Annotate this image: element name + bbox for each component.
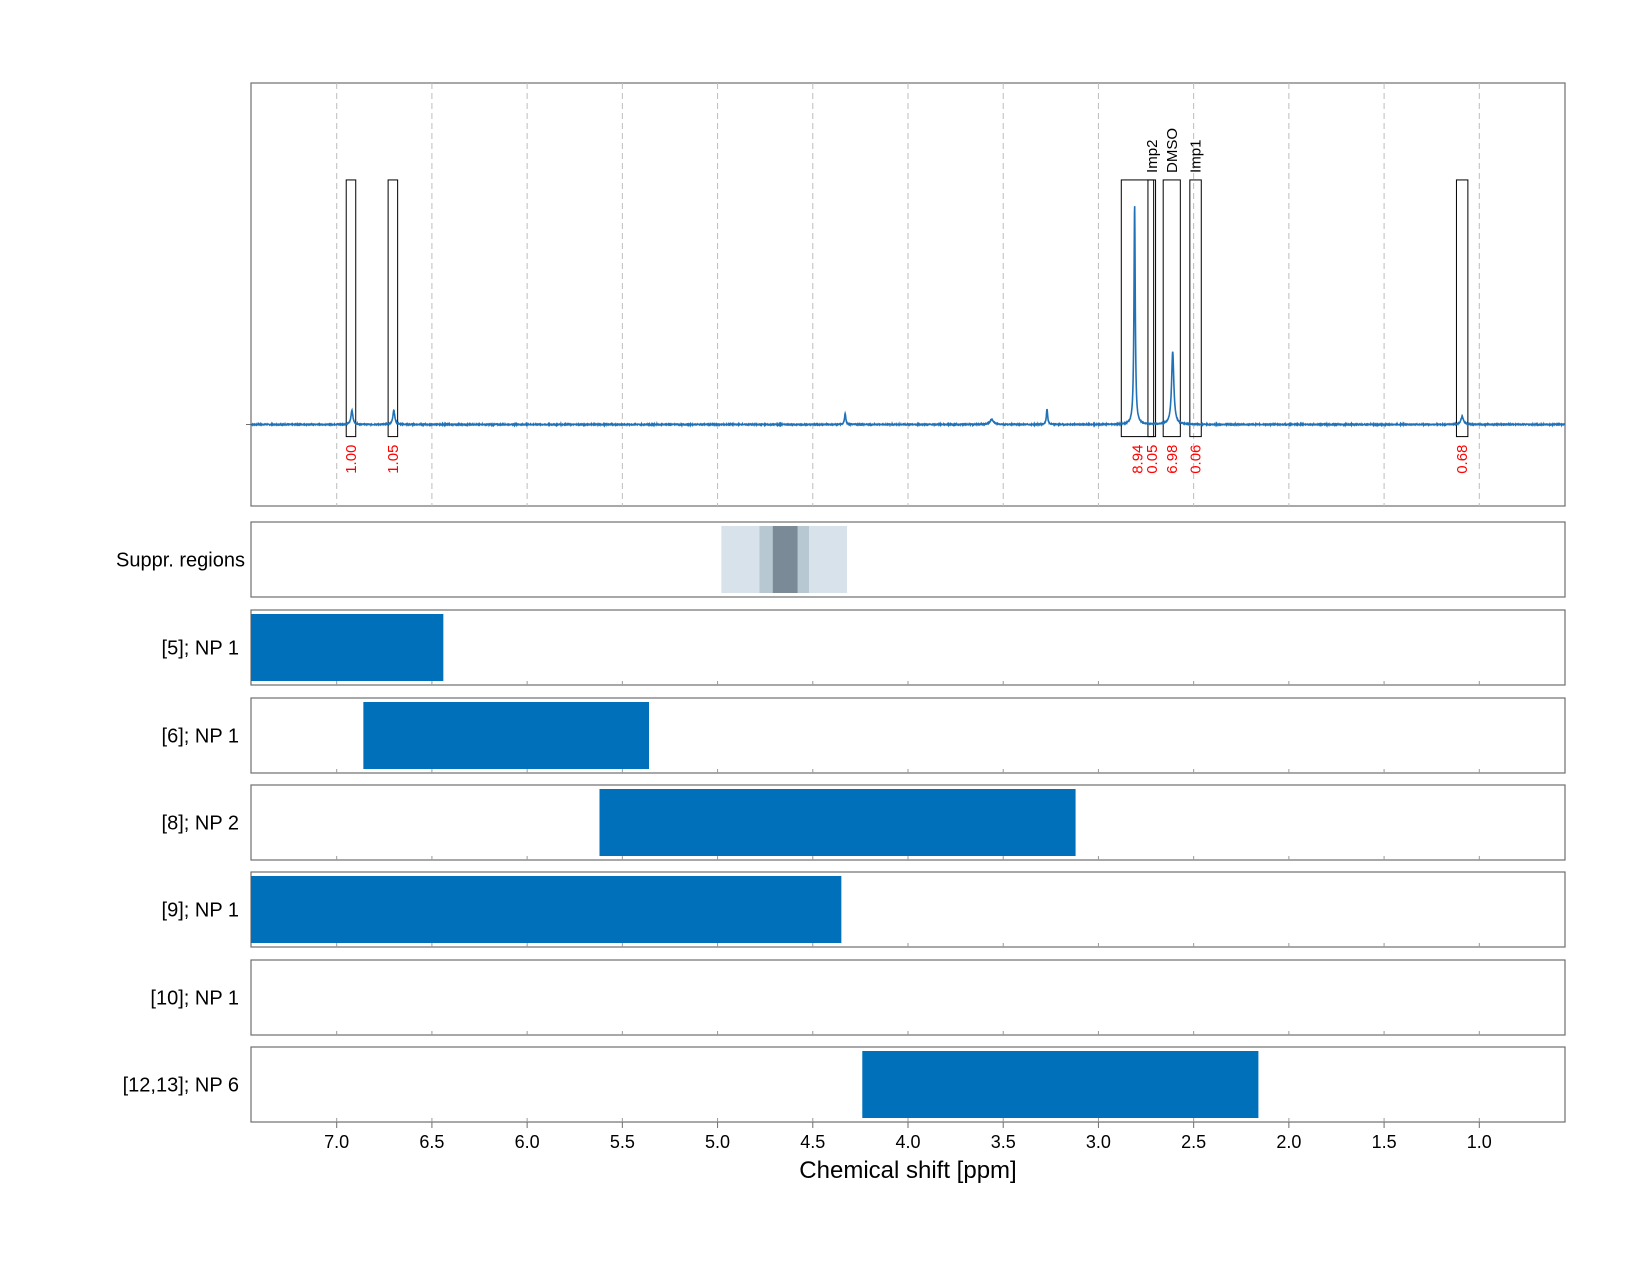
track-panel-frame-4 (250, 959, 1566, 1036)
track-bar-0 (251, 614, 444, 681)
x-tick-label-3: 5.5 (610, 1132, 635, 1152)
track-label-1: [6]; NP 1 (162, 726, 239, 748)
integration-box-6 (1455, 179, 1469, 438)
integral-value-4: 6.98 (1164, 445, 1181, 474)
integration-box-2 (1120, 179, 1155, 438)
track-label-5: [12,13]; NP 6 (123, 1075, 239, 1097)
suppression-band-2 (772, 526, 798, 593)
integral-value-6: 0.68 (1454, 445, 1471, 474)
integral-value-0: 1.00 (343, 445, 360, 474)
integration-box-1 (387, 179, 399, 438)
integration-box-5 (1189, 179, 1202, 438)
x-axis-label: Chemical shift [ppm] (799, 1157, 1016, 1184)
x-tick-label-7: 3.5 (991, 1132, 1016, 1152)
x-tick-label-10: 2.0 (1276, 1132, 1301, 1152)
track-label-4: [10]; NP 1 (150, 988, 239, 1010)
integral-value-1: 1.05 (385, 445, 402, 474)
integral-value-3: 0.05 (1144, 445, 1161, 474)
track-label-3: [9]; NP 1 (162, 900, 239, 922)
track-label-2: [8]; NP 2 (162, 813, 239, 835)
track-bar-2 (599, 789, 1076, 856)
x-tick-label-9: 2.5 (1181, 1132, 1206, 1152)
x-tick-label-4: 5.0 (705, 1132, 730, 1152)
region-label-5: Imp1 (1188, 140, 1205, 173)
x-tick-label-0: 7.0 (324, 1132, 349, 1152)
integration-box-3 (1147, 179, 1157, 438)
region-label-3: Imp2 (1144, 140, 1161, 173)
x-tick-label-5: 4.5 (800, 1132, 825, 1152)
x-tick-label-1: 6.5 (419, 1132, 444, 1152)
x-tick-label-11: 1.5 (1372, 1132, 1397, 1152)
track-label-0: [5]; NP 1 (162, 638, 239, 660)
integral-value-5: 0.06 (1188, 445, 1205, 474)
x-tick-label-12: 1.0 (1467, 1132, 1492, 1152)
integration-box-0 (345, 179, 357, 438)
integral-value-2: 8.94 (1129, 445, 1146, 474)
x-tick-label-8: 3.0 (1086, 1132, 1111, 1152)
suppression-panel-frame (250, 521, 1566, 598)
x-tick-label-2: 6.0 (515, 1132, 540, 1152)
region-label-4: DMSO (1164, 128, 1181, 173)
track-bar-5 (862, 1051, 1259, 1118)
integration-box-4 (1162, 179, 1181, 438)
suppression-panel-label: Suppr. regions (116, 550, 245, 572)
spectrum-trace (250, 206, 1566, 428)
track-bar-3 (251, 876, 842, 943)
x-tick-label-6: 4.0 (895, 1132, 920, 1152)
track-panel-frame-0 (250, 609, 1566, 686)
track-bar-1 (363, 702, 650, 769)
